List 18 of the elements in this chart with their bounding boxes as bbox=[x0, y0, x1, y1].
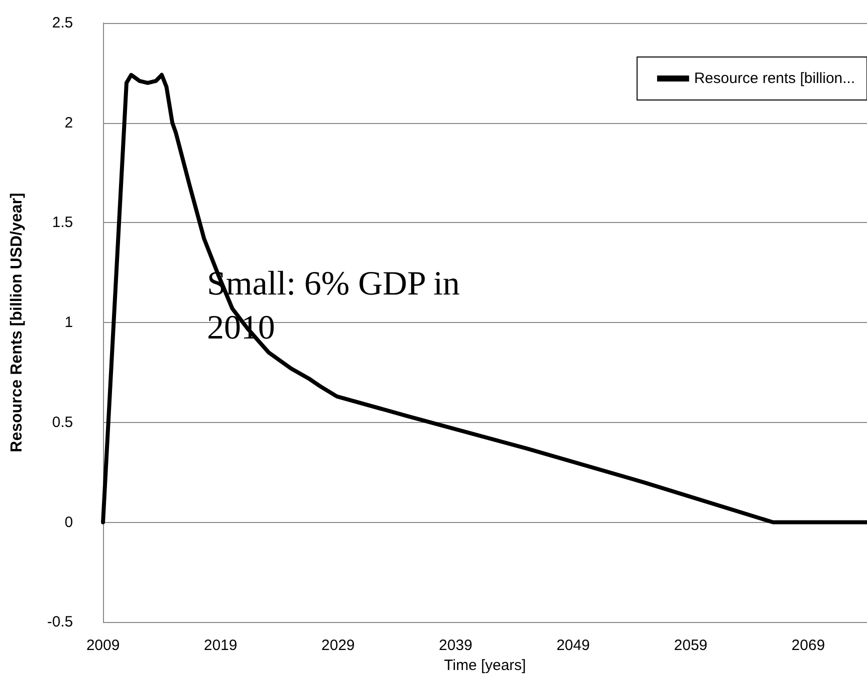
y-tick-label: -0.5 bbox=[47, 614, 73, 631]
legend-label: Resource rents [billion... bbox=[694, 70, 855, 87]
y-tick-label: 1 bbox=[64, 314, 73, 332]
line-series bbox=[101, 72, 867, 524]
x-tick-label: 2019 bbox=[204, 637, 238, 654]
x-tick-label: 2029 bbox=[321, 637, 355, 654]
x-tick-label: 2069 bbox=[792, 637, 825, 654]
y-tick-label: 0 bbox=[64, 514, 73, 531]
y-tick-label: 1.5 bbox=[52, 214, 73, 232]
x-tick-label: 2059 bbox=[674, 637, 708, 654]
x-tick-label: 2049 bbox=[556, 637, 590, 654]
y-tick-label: 0.5 bbox=[52, 414, 73, 431]
y-tick-label: 2.5 bbox=[52, 14, 73, 32]
x-tick-label: 2009 bbox=[86, 637, 120, 654]
x-axis-title: Time [years] bbox=[444, 657, 526, 674]
y-tick-label: 2 bbox=[64, 114, 73, 132]
y-axis-title: Resource Rents [billion USD/year] bbox=[8, 192, 26, 452]
x-tick-label: 2039 bbox=[438, 637, 472, 654]
